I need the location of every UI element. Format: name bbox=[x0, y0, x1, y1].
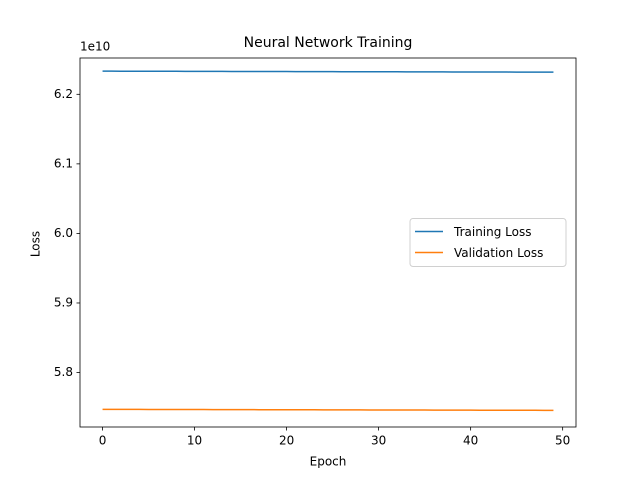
legend-label: Validation Loss bbox=[454, 246, 543, 260]
y-tick-label: 6.1 bbox=[54, 156, 73, 170]
x-tick-label: 10 bbox=[187, 434, 202, 448]
y-axis-label: Loss bbox=[29, 231, 43, 257]
x-tick-label: 50 bbox=[555, 434, 570, 448]
legend-label: Training Loss bbox=[453, 225, 531, 239]
x-tick-label: 40 bbox=[463, 434, 478, 448]
x-tick-label: 0 bbox=[99, 434, 107, 448]
y-tick-label: 5.9 bbox=[54, 295, 73, 309]
y-offset-label: 1e10 bbox=[80, 40, 110, 54]
legend-box bbox=[409, 218, 567, 267]
y-tick-label: 6.2 bbox=[54, 87, 73, 101]
axes-frame bbox=[79, 57, 577, 428]
line-series bbox=[102, 408, 554, 412]
x-axis-label: Epoch bbox=[310, 455, 347, 469]
chart-title: Neural Network Training bbox=[244, 35, 413, 51]
y-tick-label: 5.8 bbox=[54, 365, 73, 379]
x-tick-label: 20 bbox=[279, 434, 294, 448]
line-series bbox=[102, 70, 554, 73]
y-tick-label: 6.0 bbox=[54, 226, 73, 240]
x-tick-label: 30 bbox=[371, 434, 386, 448]
